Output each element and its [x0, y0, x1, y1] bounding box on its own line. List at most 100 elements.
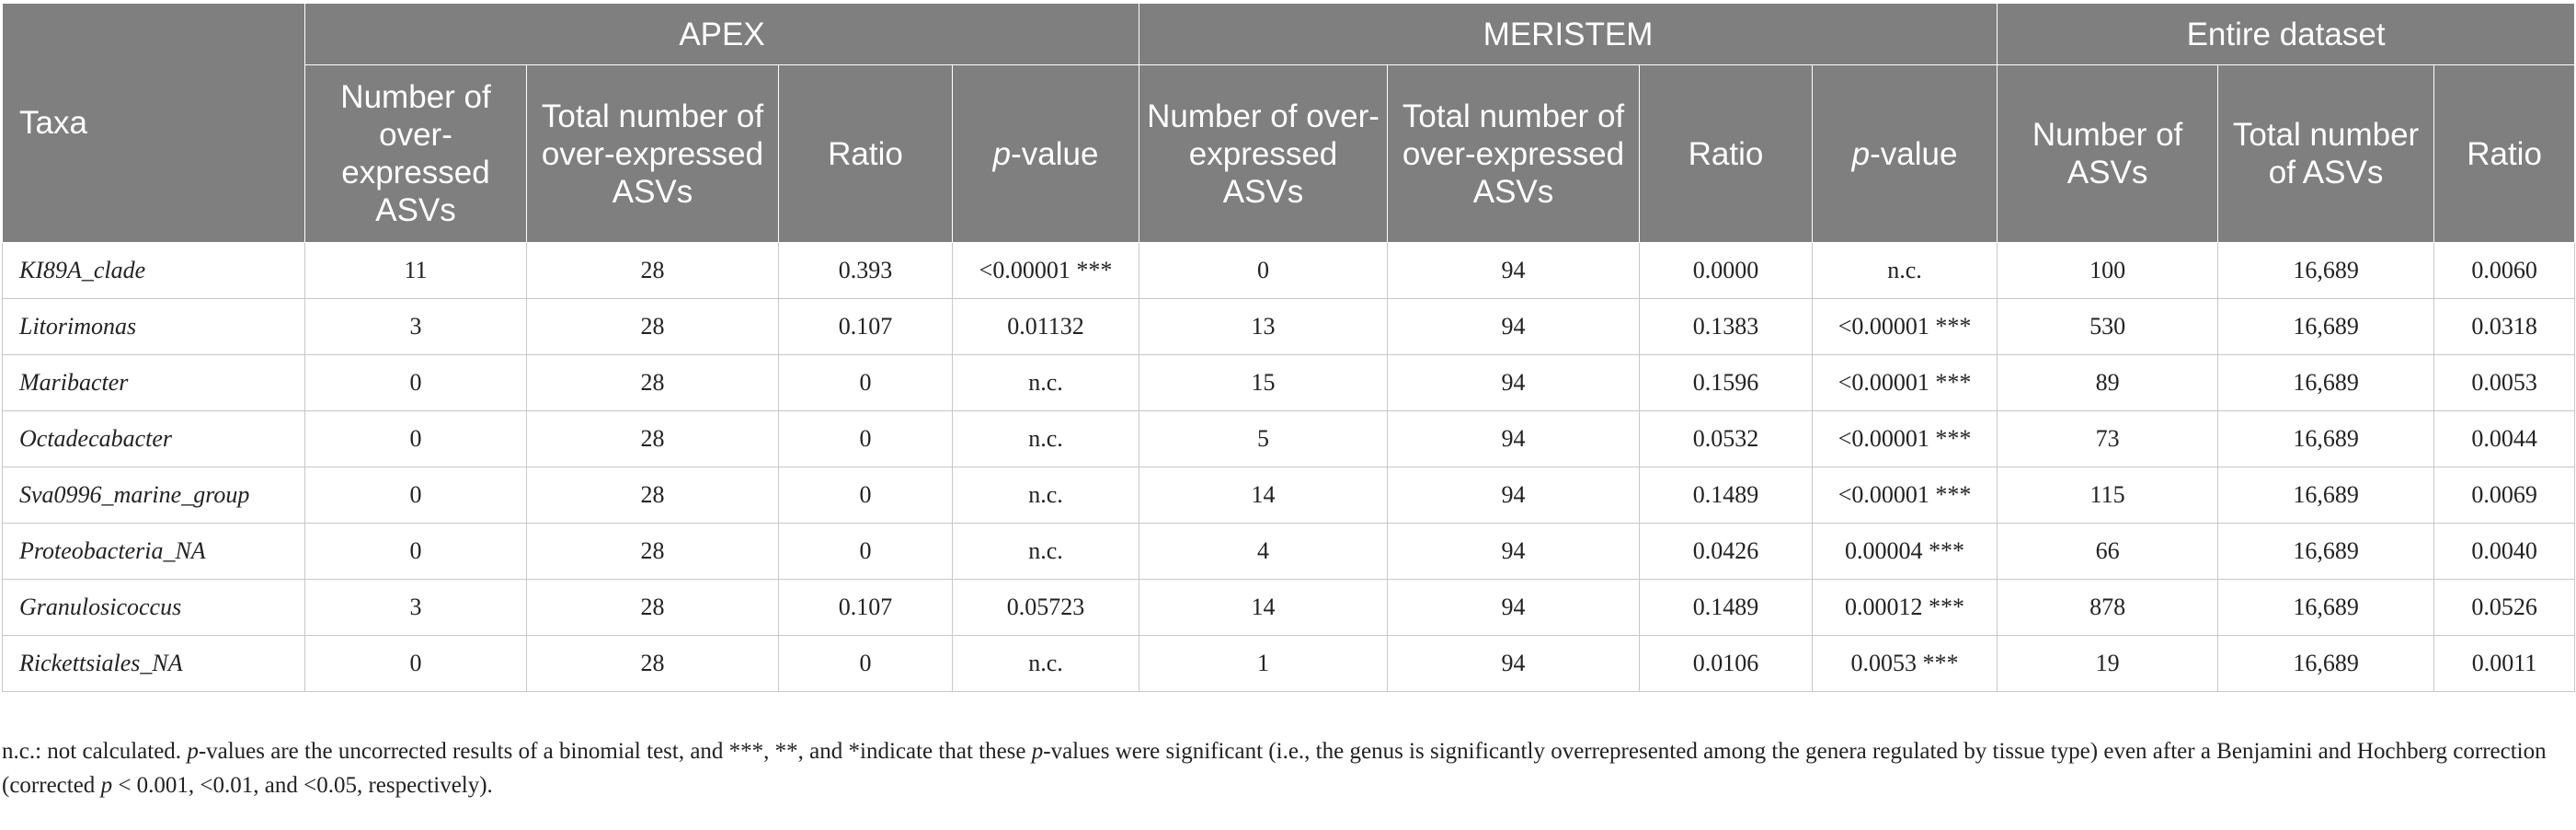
cell-entire-total: 16,689 [2217, 579, 2435, 636]
cell-apex-num: 0 [304, 635, 527, 692]
cell-apex-ratio: 0 [778, 523, 953, 580]
table-row: Proteobacteria_NA 0 28 0 n.c. 4 94 0.042… [2, 523, 2576, 580]
cell-apex-num: 0 [304, 467, 527, 524]
cell-meristem-pvalue: n.c. [1812, 242, 1998, 299]
cell-entire-num: 878 [1997, 579, 2219, 636]
header-apex-total: Total number of over-expressed ASVs [526, 64, 779, 243]
footnote-p1: p [187, 739, 199, 764]
cell-entire-total: 16,689 [2217, 523, 2435, 580]
cell-entire-num: 100 [1997, 242, 2219, 299]
cell-meristem-ratio: 0.1596 [1639, 354, 1814, 411]
cell-entire-ratio: 0.0011 [2433, 635, 2576, 692]
header-meristem-pvalue-rest: -value [1870, 135, 1958, 172]
cell-entire-num: 89 [1997, 354, 2219, 411]
cell-apex-total: 28 [526, 467, 779, 524]
footnote-p2: p [1031, 739, 1044, 764]
cell-apex-num: 3 [304, 579, 527, 636]
cell-apex-pvalue: n.c. [951, 523, 1140, 580]
footnote-part2: -values are the uncorrected results of a… [198, 739, 1032, 764]
cell-meristem-ratio: 0.0426 [1639, 523, 1814, 580]
cell-meristem-pvalue: <0.00001 *** [1812, 354, 1998, 411]
cell-apex-pvalue: n.c. [951, 410, 1140, 467]
cell-meristem-total: 94 [1387, 410, 1641, 467]
cell-taxon: Litorimonas [2, 298, 305, 355]
header-group-entire: Entire dataset [1997, 3, 2576, 65]
cell-apex-ratio: 0 [778, 635, 953, 692]
table-row: KI89A_clade 11 28 0.393 <0.00001 *** 0 9… [2, 242, 2576, 299]
cell-entire-total: 16,689 [2217, 410, 2435, 467]
cell-meristem-num: 14 [1139, 579, 1389, 636]
cell-apex-ratio: 0 [778, 410, 953, 467]
cell-meristem-pvalue: <0.00001 *** [1812, 410, 1998, 467]
cell-taxon: Maribacter [2, 354, 305, 411]
cell-taxon: Octadecabacter [2, 410, 305, 467]
header-apex-num: Number of over-expressed ASVs [304, 64, 527, 243]
cell-entire-total: 16,689 [2217, 467, 2435, 524]
cell-entire-num: 66 [1997, 523, 2219, 580]
cell-apex-pvalue: n.c. [951, 354, 1140, 411]
header-taxa: Taxa [2, 3, 305, 243]
cell-entire-ratio: 0.0040 [2433, 523, 2576, 580]
cell-entire-ratio: 0.0053 [2433, 354, 2576, 411]
cell-meristem-total: 94 [1387, 467, 1641, 524]
cell-entire-ratio: 0.0318 [2433, 298, 2576, 355]
table-row: Rickettsiales_NA 0 28 0 n.c. 1 94 0.0106… [2, 635, 2576, 692]
header-meristem-pvalue: p-value [1812, 64, 1998, 243]
table-row: Sva0996_marine_group 0 28 0 n.c. 14 94 0… [2, 467, 2576, 524]
header-group-meristem: MERISTEM [1139, 3, 1998, 65]
cell-apex-pvalue: 0.01132 [951, 298, 1140, 355]
cell-apex-num: 0 [304, 410, 527, 467]
cell-apex-num: 3 [304, 298, 527, 355]
cell-meristem-ratio: 0.1383 [1639, 298, 1814, 355]
cell-meristem-total: 94 [1387, 354, 1641, 411]
table-footnote: n.c.: not calculated. p-values are the u… [2, 734, 2568, 802]
cell-apex-ratio: 0.107 [778, 298, 953, 355]
header-apex-ratio: Ratio [778, 64, 953, 243]
cell-apex-pvalue: n.c. [951, 467, 1140, 524]
cell-apex-pvalue: n.c. [951, 635, 1140, 692]
cell-entire-total: 16,689 [2217, 635, 2435, 692]
cell-meristem-num: 15 [1139, 354, 1389, 411]
cell-entire-ratio: 0.0060 [2433, 242, 2576, 299]
cell-apex-total: 28 [526, 523, 779, 580]
cell-entire-ratio: 0.0526 [2433, 579, 2576, 636]
cell-taxon: KI89A_clade [2, 242, 305, 299]
cell-entire-total: 16,689 [2217, 298, 2435, 355]
cell-apex-num: 0 [304, 354, 527, 411]
footnote-part3: -values were significant (i.e., the genu… [2, 739, 2547, 798]
cell-meristem-ratio: 0.1489 [1639, 579, 1814, 636]
header-meristem-num: Number of over-expressed ASVs [1139, 64, 1389, 243]
cell-apex-total: 28 [526, 579, 779, 636]
table-row: Granulosicoccus 3 28 0.107 0.05723 14 94… [2, 579, 2576, 636]
table-row: Litorimonas 3 28 0.107 0.01132 13 94 0.1… [2, 298, 2576, 355]
cell-apex-total: 28 [526, 635, 779, 692]
cell-apex-total: 28 [526, 242, 779, 299]
cell-meristem-num: 14 [1139, 467, 1389, 524]
cell-meristem-total: 94 [1387, 523, 1641, 580]
cell-entire-total: 16,689 [2217, 354, 2435, 411]
cell-meristem-num: 5 [1139, 410, 1389, 467]
header-meristem-ratio: Ratio [1639, 64, 1814, 243]
table-header: Taxa APEX MERISTEM Entire dataset Number… [2, 3, 2576, 243]
cell-meristem-num: 0 [1139, 242, 1389, 299]
cell-entire-num: 19 [1997, 635, 2219, 692]
header-meristem-total: Total number of over-expressed ASVs [1387, 64, 1641, 243]
header-apex-pvalue: p-value [951, 64, 1140, 243]
cell-apex-total: 28 [526, 354, 779, 411]
footnote-part1: n.c.: not calculated. [2, 739, 188, 764]
cell-meristem-total: 94 [1387, 579, 1641, 636]
cell-entire-num: 115 [1997, 467, 2219, 524]
cell-meristem-num: 4 [1139, 523, 1389, 580]
cell-meristem-total: 94 [1387, 635, 1641, 692]
cell-apex-ratio: 0 [778, 354, 953, 411]
table-row: Octadecabacter 0 28 0 n.c. 5 94 0.0532 <… [2, 410, 2576, 467]
header-entire-total: Total number of ASVs [2217, 64, 2435, 243]
cell-apex-num: 0 [304, 523, 527, 580]
table-body: KI89A_clade 11 28 0.393 <0.00001 *** 0 9… [2, 242, 2576, 692]
header-apex-pvalue-p: p [992, 135, 1012, 172]
header-group-apex: APEX [303, 3, 1140, 65]
header-entire-ratio: Ratio [2433, 64, 2576, 243]
cell-meristem-pvalue: 0.00012 *** [1812, 579, 1998, 636]
cell-meristem-ratio: 0.1489 [1639, 467, 1814, 524]
results-table: Taxa APEX MERISTEM Entire dataset Number… [2, 3, 2576, 692]
